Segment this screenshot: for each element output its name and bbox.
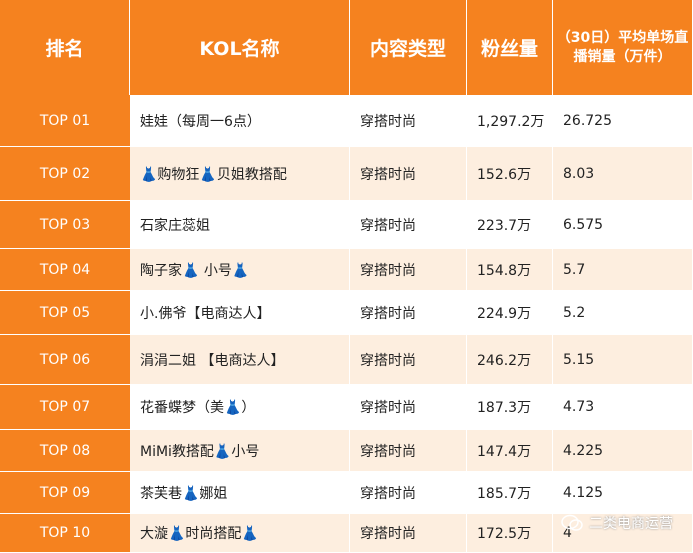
fans-cell: 1,297.2万 xyxy=(467,95,553,147)
name-cell: 👗购物狂👗贝姐教搭配 xyxy=(130,147,350,201)
name-cell: 娃娃（每周一6点） xyxy=(130,95,350,147)
type-cell: 穿搭时尚 xyxy=(350,201,467,249)
sales-cell: 4.73 xyxy=(553,385,693,430)
fans-cell: 147.4万 xyxy=(467,430,553,472)
fans-cell: 224.9万 xyxy=(467,291,553,335)
watermark-text: 二类电商运营 xyxy=(589,516,673,532)
header-cell: （30日）平均单场直播销量（万件） xyxy=(553,0,693,95)
type-cell: 穿搭时尚 xyxy=(350,472,467,514)
sales-cell: 4.225 xyxy=(553,430,693,472)
fans-cell: 152.6万 xyxy=(467,147,553,201)
rank-cell: TOP 03 xyxy=(0,201,130,249)
sales-cell: 26.725 xyxy=(553,95,693,147)
name-cell: 花番蝶梦（美👗） xyxy=(130,385,350,430)
type-cell: 穿搭时尚 xyxy=(350,430,467,472)
fans-cell: 246.2万 xyxy=(467,335,553,385)
type-cell: 穿搭时尚 xyxy=(350,147,467,201)
sales-cell: 5.7 xyxy=(553,249,693,291)
fans-cell: 223.7万 xyxy=(467,201,553,249)
type-cell: 穿搭时尚 xyxy=(350,249,467,291)
name-cell: 大漩👗时尚搭配👗 xyxy=(130,514,350,553)
rank-cell: TOP 08 xyxy=(0,430,130,472)
type-cell: 穿搭时尚 xyxy=(350,514,467,553)
type-cell: 穿搭时尚 xyxy=(350,335,467,385)
rank-cell: TOP 05 xyxy=(0,291,130,335)
rank-cell: TOP 10 xyxy=(0,514,130,553)
sales-cell: 8.03 xyxy=(553,147,693,201)
rank-cell: TOP 02 xyxy=(0,147,130,201)
rank-cell: TOP 01 xyxy=(0,95,130,147)
name-cell: 陶子家👗 小号👗 xyxy=(130,249,350,291)
header-cell: 粉丝量 xyxy=(467,0,553,95)
watermark: 二类电商运营 xyxy=(561,513,673,533)
name-cell: 涓涓二姐 【电商达人】 xyxy=(130,335,350,385)
type-cell: 穿搭时尚 xyxy=(350,95,467,147)
fans-cell: 154.8万 xyxy=(467,249,553,291)
sales-cell: 5.15 xyxy=(553,335,693,385)
sales-cell: 4.125 xyxy=(553,472,693,514)
rank-cell: TOP 09 xyxy=(0,472,130,514)
fans-cell: 185.7万 xyxy=(467,472,553,514)
fans-cell: 172.5万 xyxy=(467,514,553,553)
header-cell: KOL名称 xyxy=(130,0,350,95)
rank-cell: TOP 07 xyxy=(0,385,130,430)
type-cell: 穿搭时尚 xyxy=(350,291,467,335)
rank-cell: TOP 06 xyxy=(0,335,130,385)
sales-cell: 5.2 xyxy=(553,291,693,335)
wechat-icon xyxy=(561,514,583,531)
name-cell: 石家庄蕊姐 xyxy=(130,201,350,249)
rank-cell: TOP 04 xyxy=(0,249,130,291)
name-cell: 小.佛爷【电商达人】 xyxy=(130,291,350,335)
type-cell: 穿搭时尚 xyxy=(350,385,467,430)
name-cell: MiMi教搭配👗小号 xyxy=(130,430,350,472)
name-cell: 茶芙巷👗娜姐 xyxy=(130,472,350,514)
header-cell: 内容类型 xyxy=(350,0,467,95)
fans-cell: 187.3万 xyxy=(467,385,553,430)
header-cell: 排名 xyxy=(0,0,130,95)
sales-cell: 6.575 xyxy=(553,201,693,249)
